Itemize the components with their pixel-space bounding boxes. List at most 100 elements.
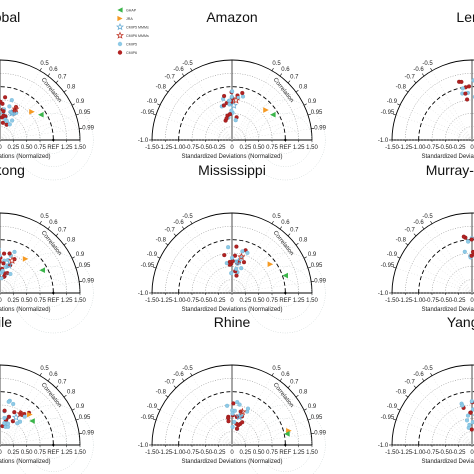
corr-tick [397, 103, 401, 106]
outer-arc [391, 59, 474, 141]
corr-guide [159, 257, 233, 294]
corr-tick-label: 0.8 [67, 390, 76, 396]
std-arc [0, 99, 41, 141]
std-arc [431, 252, 474, 294]
cmip6-point [234, 244, 239, 249]
corr-tick-label: -0.5 [182, 366, 193, 372]
corr-guide [191, 223, 233, 294]
cmip5-mmm-star [229, 101, 238, 109]
cmip6-point [221, 103, 226, 108]
corr-guide [0, 257, 73, 294]
x-tick-label: -0.75 [185, 450, 199, 456]
x-tick-label: -1.25 [158, 145, 172, 151]
cmip5-point [230, 255, 235, 260]
corr-guide [159, 409, 233, 446]
cmip5-point [15, 421, 20, 426]
x-tick-label: 1.25 [293, 450, 305, 456]
x-tick-label: -0.25 [212, 450, 226, 456]
corr-tick-label: 0.99 [82, 430, 94, 436]
cmip5-point [470, 407, 474, 412]
x-tick-label: 0.25 [239, 450, 251, 456]
x-tick-label: 0.50 [21, 145, 33, 151]
correlation-label: Correlation [272, 230, 295, 257]
cmip5-point [240, 94, 246, 99]
corr-tick [71, 256, 75, 259]
cmip5-point [12, 249, 17, 254]
cmip6-point [240, 90, 245, 96]
std-arc [165, 73, 299, 141]
x-tick-label: -0.75 [185, 145, 199, 151]
cmip5-point [239, 266, 244, 271]
x-tick-label: -1.00 [172, 450, 186, 456]
corr-guide [395, 419, 473, 446]
corr-tick [47, 226, 51, 230]
corr-tick [430, 372, 433, 376]
corr-tick-label: 0.7 [290, 379, 299, 385]
corr-tick-label: -0.5 [422, 214, 433, 220]
corr-tick-label: 0.95 [79, 110, 91, 116]
corr-tick [55, 80, 59, 84]
corr-guide [191, 70, 233, 141]
corr-tick-label: 0.8 [67, 238, 76, 244]
corr-tick [47, 378, 51, 382]
corr-guide [0, 409, 73, 446]
ghap-marker [270, 111, 276, 118]
cmip5-point [226, 245, 231, 250]
cmip6-point [241, 260, 247, 265]
cmip5-point [462, 249, 467, 254]
x-tick-label: -1.25 [398, 298, 412, 304]
x-tick-label: REF [279, 298, 291, 304]
cmip5-mmm-star [4, 260, 13, 269]
correlation-label: Correlation [272, 382, 295, 409]
corr-tick [271, 220, 274, 224]
corr-guide [231, 281, 312, 294]
corr-tick-label: 0.5 [272, 61, 281, 67]
corr-tick [405, 89, 409, 93]
corr-guide [431, 70, 473, 141]
corr-tick-label: 0.7 [290, 227, 299, 233]
cmip5-point [235, 400, 240, 405]
corr-guide [191, 375, 233, 446]
x-tick-label: -1.25 [158, 450, 172, 456]
ref-point [52, 291, 55, 295]
std-arc [458, 431, 474, 446]
x-tick-label: -1.00 [412, 298, 426, 304]
x-tick-label: -0.75 [425, 298, 439, 304]
outer-arc [0, 212, 81, 294]
x-tick-label: -0.50 [438, 145, 452, 151]
x-tick-label: REF [279, 145, 291, 151]
x-tick-label: 0.50 [21, 450, 33, 456]
x-tick-label: -1.25 [158, 298, 172, 304]
legend-label: CMIP6 [126, 51, 137, 55]
panel-rhine: Rhine -1.0 -0.95 -0.9 -0.8 -0.7-0.6-0.5 0.50.6… [138, 314, 327, 474]
corr-tick-label: -0.95 [381, 263, 395, 269]
corr-tick-label: -0.7 [405, 227, 416, 233]
x-tick-label: -0.50 [438, 298, 452, 304]
corr-guide [0, 114, 77, 141]
legend-marker [116, 22, 124, 31]
cmip6-point [234, 426, 240, 431]
corr-guide [415, 387, 473, 446]
x-tick-label: 1.50 [74, 145, 86, 151]
corr-tick-label: 0.7 [290, 74, 299, 80]
x-tick-label: 0 [470, 145, 474, 151]
corr-tick-label: -1.0 [378, 443, 389, 449]
corr-tick [153, 266, 157, 269]
cmip5-point [22, 414, 27, 419]
jra-marker [27, 411, 33, 418]
cmip6-point [0, 101, 5, 106]
cmip5-point [0, 276, 4, 281]
cmip5-mmm-star [7, 108, 16, 117]
cmip5-point [470, 420, 474, 425]
corr-guide [231, 375, 273, 446]
corr-tick [295, 394, 299, 398]
corr-tick-label: 0.5 [40, 366, 49, 372]
corr-tick [287, 233, 291, 237]
cmip5-point [460, 86, 465, 91]
corr-tick [397, 408, 401, 411]
cmip6-point [6, 414, 12, 419]
corr-tick [430, 67, 433, 71]
cmip6-point [12, 410, 17, 415]
corr-tick [279, 378, 283, 382]
corr-tick [153, 418, 157, 421]
